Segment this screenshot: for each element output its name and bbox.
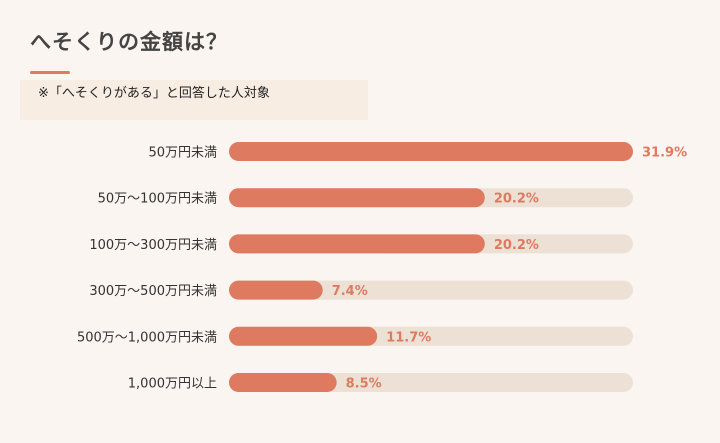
value-label: 7.4% xyxy=(332,284,368,299)
category-label: 1,000万円以上 xyxy=(128,377,217,392)
bar xyxy=(229,280,323,300)
bar xyxy=(229,142,633,161)
bar-track xyxy=(229,280,633,300)
category-label: 50万円未満 xyxy=(148,146,217,161)
category-label: 50万～100万円未満 xyxy=(98,192,217,207)
category-label: 300万～500万円未満 xyxy=(89,284,217,299)
note-background xyxy=(20,80,368,120)
title-accent-line xyxy=(30,71,70,74)
survey-note: ※「へそくりがある」と回答した人対象 xyxy=(38,86,270,101)
value-label: 11.7% xyxy=(386,330,431,345)
category-label: 500万～1,000万円未満 xyxy=(77,330,217,345)
value-label: 20.2% xyxy=(494,192,539,207)
bar xyxy=(229,188,485,208)
bar xyxy=(229,373,337,392)
value-label: 20.2% xyxy=(494,238,539,253)
value-label: 8.5% xyxy=(346,377,382,392)
page-title: へそくりの金額は？ xyxy=(30,29,228,54)
bar xyxy=(229,234,485,254)
value-label: 31.9% xyxy=(642,146,687,161)
category-label: 100万～300万円未満 xyxy=(89,238,217,253)
bar xyxy=(229,326,378,346)
